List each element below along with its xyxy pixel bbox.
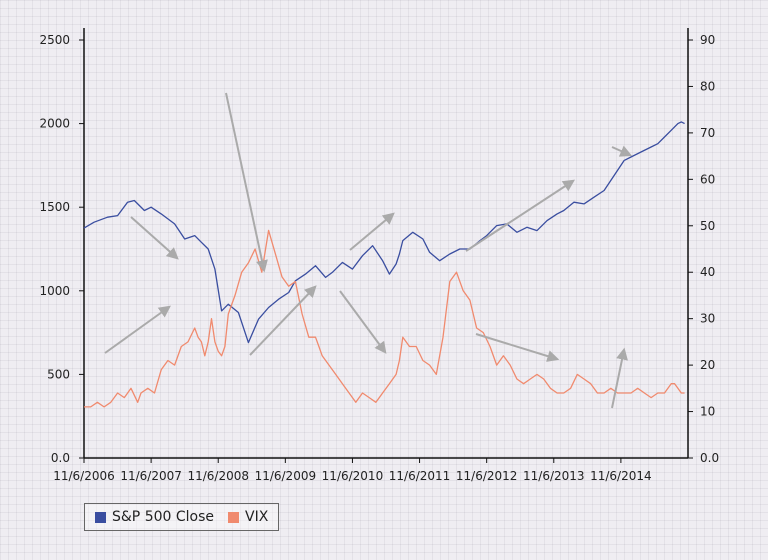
annotations-layer [104,92,633,409]
x-tick-label: 11/6/2011 [389,469,451,483]
left-tick-label: 2500 [39,33,70,47]
right-tick-label: 40 [700,265,715,279]
right-tick-label: 70 [700,126,715,140]
annotation-arrow [475,333,560,362]
legend-label-vix: VIX [245,509,269,525]
right-tick-label: 0.0 [700,451,719,465]
annotation-arrow [465,179,576,252]
legend-swatch-sp500 [95,511,106,523]
x-tick-label: 11/6/2008 [187,469,249,483]
right-tick-label: 10 [700,405,715,419]
annotation-arrow [249,285,317,356]
vix-line [84,229,685,408]
annotation-arrow [130,216,179,260]
annotation-arrow [611,347,628,409]
x-tick-label: 11/6/2010 [322,469,384,483]
left-tick-label: 2000 [39,117,70,131]
legend-item-vix: VIX [228,509,268,525]
annotation-arrow [104,305,171,354]
series-layer [83,121,685,408]
right-tick-label: 20 [700,358,715,372]
annotation-arrow [339,290,387,354]
right-tick-label: 60 [700,172,715,186]
x-tick-label: 11/6/2007 [120,469,182,483]
annotation-arrow [349,212,395,251]
left-tick-label: 1500 [39,200,70,214]
axes: 0.0 500 1000 1500 2000 2500 0.0 10 20 30 40 50 60 70 8… [39,28,719,483]
x-tick-label: 11/6/2009 [255,469,317,483]
legend: S&P 500 Close VIX [84,503,280,531]
annotation-arrow [225,92,268,273]
x-tick-label: 11/6/2014 [590,469,652,483]
x-tick-label: 11/6/2012 [456,469,518,483]
left-tick-label: 500 [47,367,70,381]
right-tick-label: 50 [700,219,715,233]
left-tick-label: 1000 [39,284,70,298]
legend-label-sp500: S&P 500 Close [112,509,215,525]
right-tick-label: 80 [700,79,715,93]
x-tick-label: 11/6/2006 [53,469,115,483]
legend-item-sp500: S&P 500 Close [95,509,214,525]
right-tick-label: 90 [700,33,715,47]
left-tick-label: 0.0 [51,451,70,465]
annotation-arrow [611,145,633,157]
x-tick-label: 11/6/2013 [523,469,585,483]
sp500-close-line [83,121,685,344]
right-tick-label: 30 [700,312,715,326]
legend-swatch-vix [228,511,240,523]
